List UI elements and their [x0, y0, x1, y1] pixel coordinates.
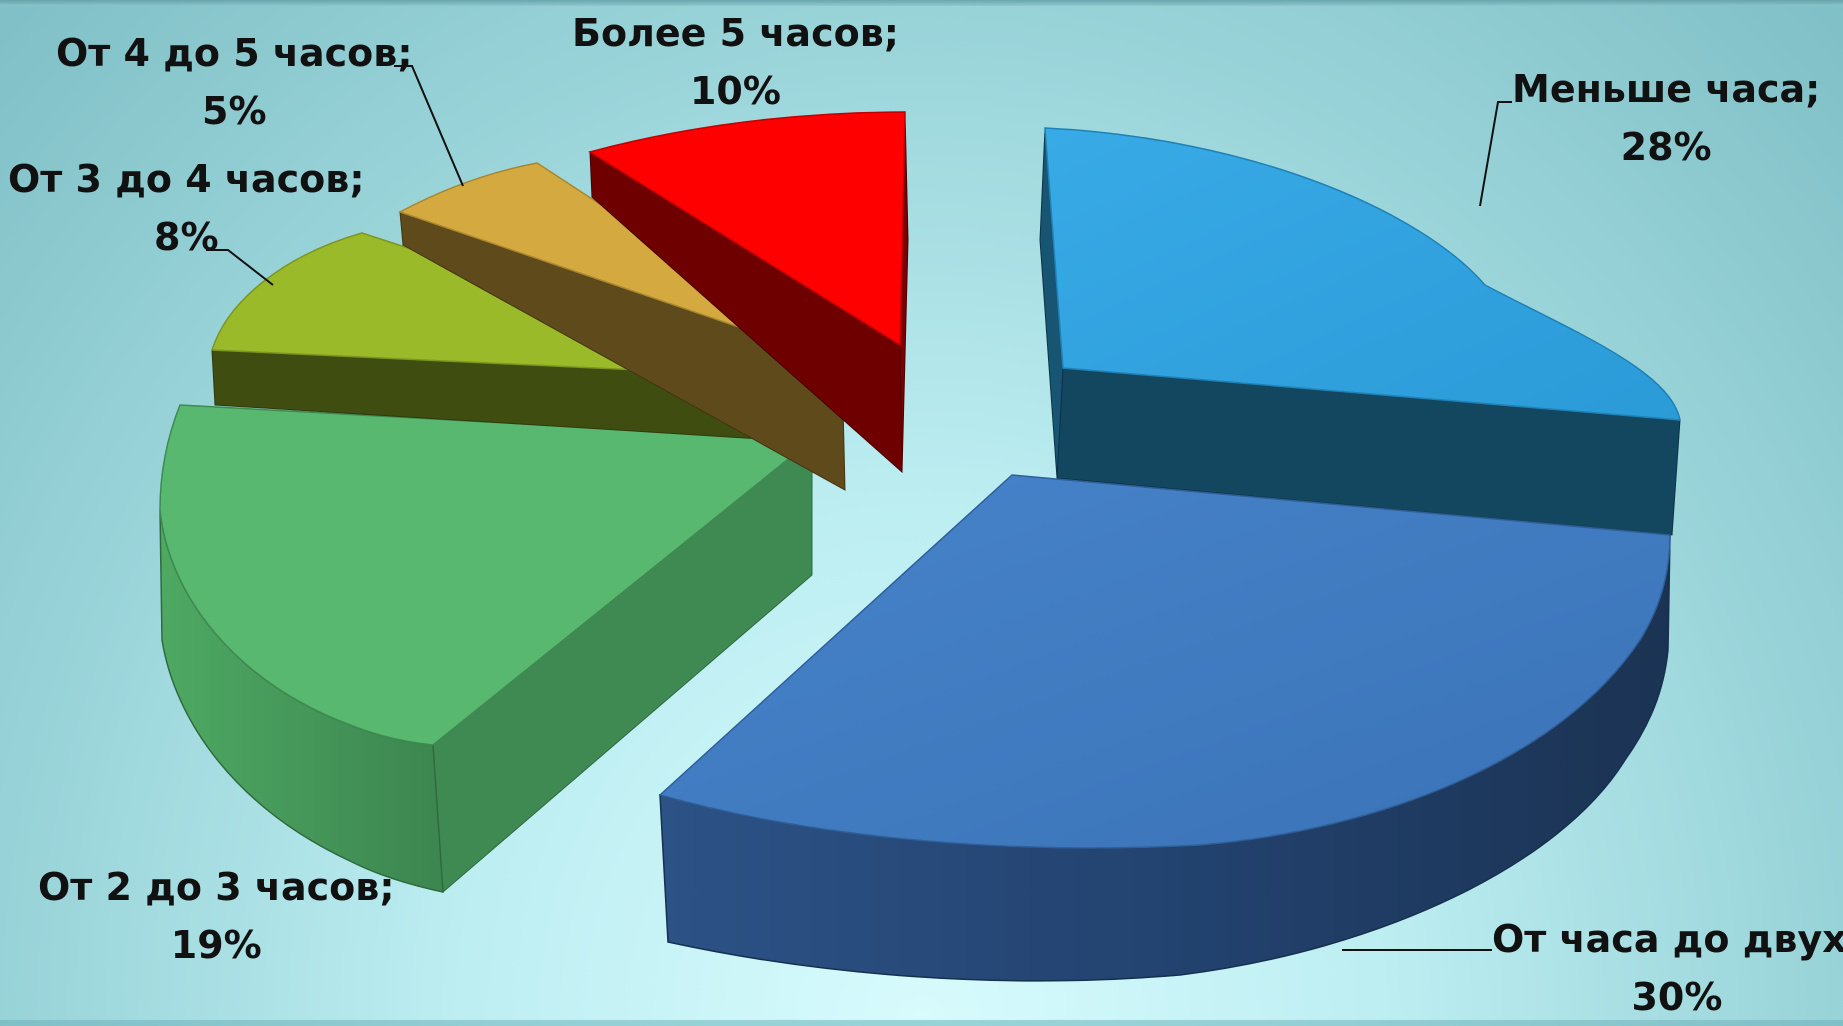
- slice-less-than-hour: [1039, 127, 1681, 536]
- leader-line-four-to-five: [394, 65, 464, 187]
- slice-more-than-five: [588, 111, 909, 474]
- data-label-one-to-two: От часа до двух; 30%: [1492, 910, 1843, 1026]
- slice-two-to-three: [159, 404, 814, 894]
- label-three-to-four-name: От 3 до 4 часов;: [8, 157, 365, 201]
- slice-two-to-three-top: [159, 404, 814, 746]
- label-four-to-five-value: 5%: [202, 89, 267, 133]
- data-label-more-than-five: Более 5 часов; 10%: [572, 4, 899, 120]
- label-two-to-three-name: От 2 до 3 часов;: [38, 865, 395, 909]
- data-label-three-to-four: От 3 до 4 часов; 8%: [8, 150, 365, 266]
- slice-one-to-two: [658, 474, 1671, 982]
- label-less-than-hour-value: 28%: [1620, 125, 1712, 169]
- label-four-to-five-name: От 4 до 5 часов;: [56, 31, 413, 75]
- slice-one-to-two-top: [658, 474, 1671, 849]
- label-two-to-three-value: 19%: [170, 923, 262, 967]
- label-one-to-two-value: 30%: [1631, 975, 1723, 1019]
- data-label-four-to-five: От 4 до 5 часов; 5%: [56, 24, 413, 140]
- label-one-to-two-name: От часа до двух;: [1492, 917, 1843, 961]
- leader-line-less-than-hour: [1479, 101, 1512, 207]
- label-more-than-five-name: Более 5 часов;: [572, 11, 899, 55]
- slice-more-than-five-top: [588, 111, 906, 347]
- data-label-less-than-hour: Меньше часа; 28%: [1512, 60, 1820, 176]
- data-label-two-to-three: От 2 до 3 часов; 19%: [38, 858, 395, 974]
- label-less-than-hour-name: Меньше часа;: [1512, 67, 1821, 111]
- top-strip: [0, 0, 1843, 6]
- label-three-to-four-value: 8%: [154, 215, 219, 259]
- leader-line-three-to-four: [206, 249, 274, 286]
- label-more-than-five-value: 10%: [689, 69, 781, 113]
- slice-less-than-hour-top: [1044, 127, 1681, 421]
